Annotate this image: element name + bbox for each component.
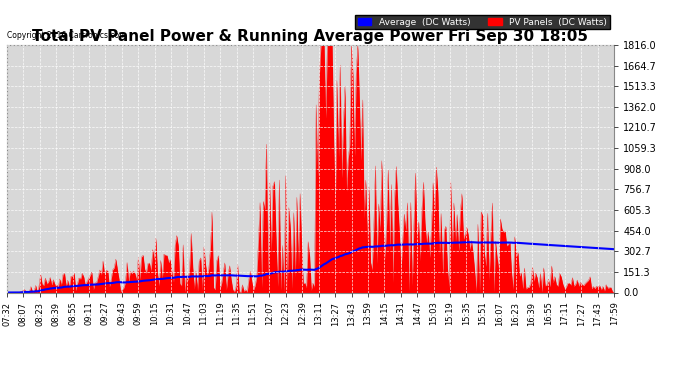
Text: Copyright 2016 Cartronics.com: Copyright 2016 Cartronics.com	[7, 31, 126, 40]
Title: Total PV Panel Power & Running Average Power Fri Sep 30 18:05: Total PV Panel Power & Running Average P…	[32, 29, 589, 44]
Legend: Average  (DC Watts), PV Panels  (DC Watts): Average (DC Watts), PV Panels (DC Watts)	[355, 15, 609, 29]
